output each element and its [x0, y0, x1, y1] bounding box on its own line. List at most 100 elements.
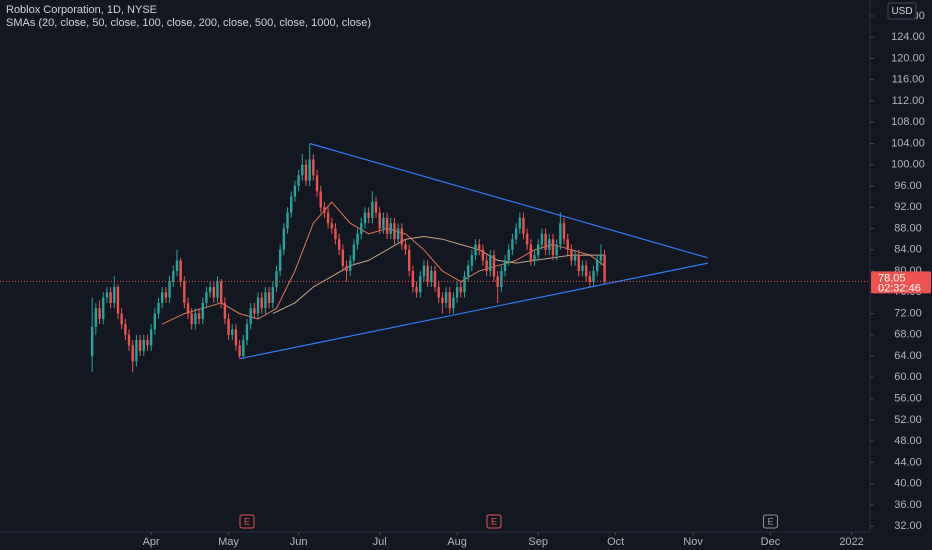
candle-body: [153, 313, 157, 330]
candle-body: [525, 233, 529, 245]
candle-body: [124, 324, 127, 335]
candle-body: [367, 212, 370, 218]
x-tick-label: Aug: [447, 536, 467, 548]
candle-body: [452, 297, 455, 309]
candle-body: [341, 249, 345, 266]
candle-body: [183, 281, 186, 303]
x-tick-label: Dec: [761, 536, 781, 548]
candle-body: [426, 265, 429, 282]
candle-body: [419, 276, 422, 293]
earnings-marker: [762, 514, 778, 529]
y-tick-label: 96.00: [894, 180, 922, 192]
candle-body: [168, 281, 171, 298]
candle-body: [278, 249, 282, 272]
y-tick-label: 32.00: [894, 520, 922, 532]
candle-body: [201, 302, 204, 319]
candle-body: [175, 260, 179, 272]
candle-body: [363, 212, 367, 224]
price-label-bg: [871, 271, 931, 294]
candle-body: [323, 207, 326, 213]
candle-body: [492, 255, 496, 277]
candle-body: [330, 223, 333, 229]
x-tick-label: Oct: [607, 536, 624, 548]
y-tick-label: 84.00: [894, 244, 922, 256]
candle-body: [260, 297, 263, 309]
x-tick-label: Jul: [373, 536, 387, 548]
candle-body: [234, 329, 238, 346]
candle-body: [208, 286, 212, 293]
candle-body: [466, 265, 470, 277]
candle-body: [105, 292, 109, 298]
candle-body: [378, 212, 381, 229]
candle-body: [267, 292, 271, 303]
y-tick-label: 44.00: [894, 456, 922, 468]
candle-body: [603, 255, 606, 282]
earnings-marker: [486, 514, 502, 529]
candle-body: [142, 340, 145, 351]
candle-body: [573, 255, 577, 261]
y-tick-label: 36.00: [894, 499, 922, 511]
candle-body: [249, 308, 252, 325]
candle-body: [415, 286, 418, 293]
candle-body: [90, 326, 94, 357]
candle-body: [540, 233, 544, 245]
candle-body: [537, 244, 540, 256]
candle-body: [529, 244, 533, 261]
candle-body: [304, 164, 308, 181]
candle-body: [212, 286, 216, 298]
candle-body: [430, 271, 433, 282]
currency-badge: [887, 2, 917, 20]
candle-body: [433, 271, 437, 287]
candle-body: [172, 271, 175, 282]
candle-body: [548, 239, 551, 250]
candle-body: [360, 223, 363, 234]
candle-body: [138, 340, 142, 351]
candle-body: [149, 329, 153, 346]
candle-body: [544, 233, 547, 250]
candle-body: [94, 308, 98, 327]
candle-body: [393, 223, 396, 240]
candle-body: [592, 271, 595, 282]
candle-body: [253, 308, 256, 314]
candle-body: [216, 281, 219, 298]
candle-body: [371, 201, 374, 218]
candle-body: [448, 292, 451, 309]
candle-body: [463, 276, 466, 293]
candle-body: [186, 302, 190, 314]
candle-body: [164, 292, 168, 298]
y-tick-label: 52.00: [894, 414, 922, 426]
candle-body: [500, 271, 503, 287]
candle-body: [411, 271, 415, 287]
candle-body: [146, 340, 149, 346]
candle-body: [286, 212, 289, 229]
candle-body: [242, 340, 245, 357]
candle-body: [293, 186, 297, 197]
candle-body: [197, 313, 201, 319]
candle-body: [522, 217, 525, 234]
candle-body: [455, 286, 459, 298]
candle-body: [489, 255, 492, 272]
candle-body: [256, 297, 260, 314]
candle-body: [566, 239, 569, 250]
y-tick-label: 116.00: [892, 74, 925, 86]
candle-body: [120, 313, 123, 325]
candle-body: [481, 249, 485, 261]
candle-body: [496, 276, 499, 287]
countdown: 02:32:46: [878, 282, 921, 294]
candle-body: [385, 217, 389, 234]
candle-body: [441, 297, 444, 303]
candle-body: [356, 233, 359, 245]
x-tick-label: Nov: [683, 536, 703, 548]
candle-body: [161, 292, 164, 303]
candle-body: [559, 223, 562, 245]
candle-body: [570, 249, 573, 261]
candle-body: [194, 313, 197, 325]
candle-body: [507, 249, 510, 261]
y-tick-label: 124.00: [891, 31, 925, 43]
candle-body: [227, 318, 230, 335]
candle-body: [308, 159, 311, 181]
candle-body: [102, 297, 105, 319]
candle-body: [205, 292, 208, 303]
